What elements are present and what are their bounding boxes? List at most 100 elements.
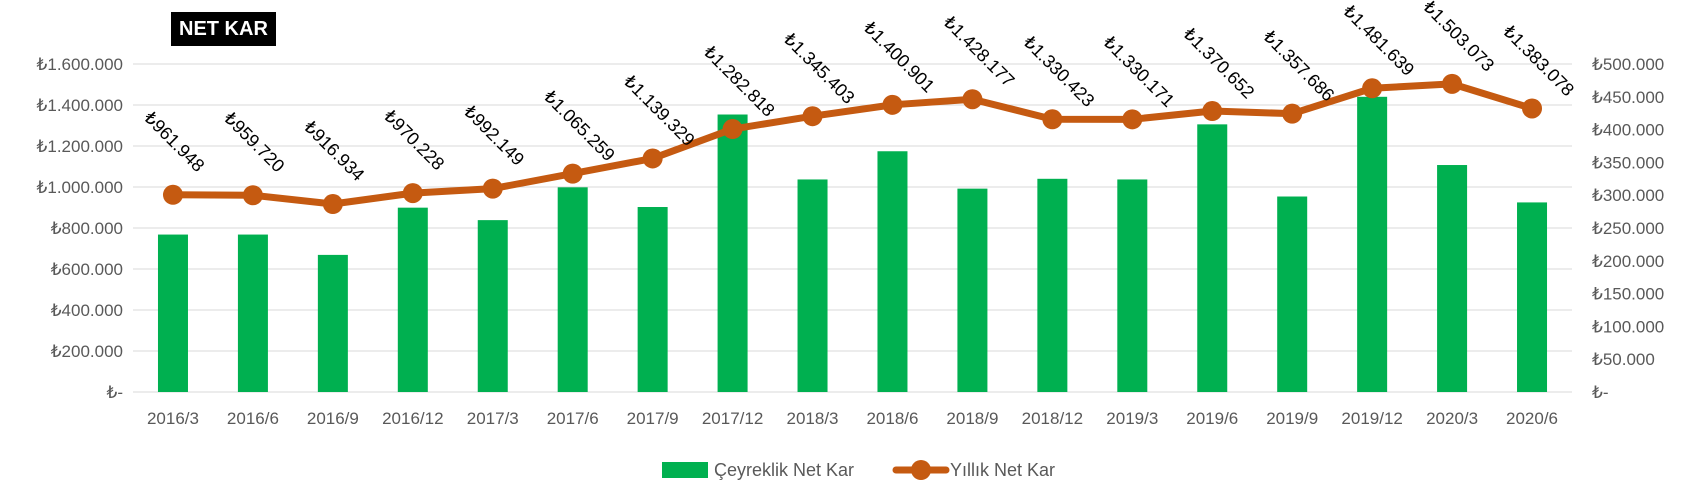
- data-label: ₺1.065.259: [540, 86, 619, 165]
- y-left-tick-label: ₺400.000: [51, 301, 123, 320]
- y-right-tick-label: ₺300.000: [1592, 186, 1664, 205]
- y-right-tick-label: ₺100.000: [1592, 317, 1664, 336]
- x-tick-label: 2019/12: [1341, 409, 1402, 428]
- bar: [957, 188, 988, 392]
- bar: [557, 187, 588, 392]
- x-tick-label: 2017/3: [467, 409, 519, 428]
- line-point: [722, 119, 743, 140]
- data-label: ₺1.357.686: [1259, 26, 1338, 105]
- x-tick-label: 2016/6: [227, 409, 279, 428]
- data-label: ₺1.139.329: [620, 71, 699, 150]
- line-point: [1202, 101, 1223, 122]
- line-point: [802, 106, 823, 127]
- data-label: ₺1.345.403: [780, 29, 859, 108]
- bar-series: [157, 96, 1548, 393]
- bar: [1277, 196, 1308, 392]
- bar: [1437, 165, 1468, 392]
- x-tick-label: 2020/6: [1506, 409, 1558, 428]
- line-point: [642, 148, 663, 169]
- line-point: [1282, 103, 1303, 124]
- x-tick-label: 2017/9: [627, 409, 679, 428]
- bar: [1117, 179, 1148, 392]
- y-right-tick-label: ₺150.000: [1592, 285, 1664, 304]
- bar: [477, 220, 508, 392]
- x-tick-label: 2016/9: [307, 409, 359, 428]
- data-label: ₺959.720: [220, 108, 288, 176]
- y-right-tick-label: ₺200.000: [1592, 252, 1664, 271]
- bar: [237, 234, 268, 392]
- bar: [717, 114, 748, 393]
- x-tick-label: 2019/9: [1266, 409, 1318, 428]
- data-label: ₺970.228: [380, 106, 448, 174]
- legend-label-bars: Çeyreklik Net Kar: [714, 460, 854, 480]
- data-label: ₺916.934: [300, 117, 368, 185]
- line-point: [962, 89, 983, 110]
- data-label: ₺1.383.078: [1499, 21, 1578, 100]
- line-point: [882, 94, 903, 115]
- legend-line-marker: [911, 460, 931, 480]
- x-tick-label: 2020/3: [1426, 409, 1478, 428]
- bar: [157, 234, 188, 392]
- line-point: [1042, 109, 1063, 130]
- bar: [877, 151, 908, 392]
- bar: [1357, 96, 1388, 393]
- line-point: [482, 178, 503, 199]
- data-label: ₺1.282.818: [700, 42, 779, 121]
- x-tick-label: 2019/6: [1186, 409, 1238, 428]
- legend-label-line: Yıllık Net Kar: [950, 460, 1055, 480]
- chart-title: NET KAR: [171, 12, 276, 46]
- y-right-tick-label: ₺350.000: [1592, 153, 1664, 172]
- line-point: [1122, 109, 1143, 130]
- y-right-tick-label: ₺250.000: [1592, 219, 1664, 238]
- line-point: [1442, 73, 1463, 94]
- y-left-tick-label: ₺600.000: [51, 260, 123, 279]
- bar: [797, 179, 828, 392]
- x-tick-label: 2018/12: [1022, 409, 1083, 428]
- data-label: ₺961.948: [140, 107, 208, 175]
- bar: [1037, 178, 1068, 392]
- x-tick-label: 2018/9: [946, 409, 998, 428]
- x-tick-label: 2016/12: [382, 409, 443, 428]
- legend: Çeyreklik Net Kar Yıllık Net Kar: [662, 460, 1055, 480]
- x-tick-label: 2017/12: [702, 409, 763, 428]
- bar: [637, 207, 668, 392]
- y-right-tick-label: ₺-: [1592, 383, 1608, 402]
- y-left-tick-label: ₺1.000.000: [37, 178, 123, 197]
- y-left-tick-label: ₺-: [107, 383, 123, 402]
- bar: [1197, 124, 1228, 393]
- x-tick-label: 2018/6: [866, 409, 918, 428]
- line-point: [562, 163, 583, 184]
- axis-labels: ₺- ₺200.000 ₺400.000 ₺600.000 ₺800.000 ₺1.000…: [37, 55, 1665, 428]
- series-line: [169, 80, 1536, 208]
- y-left-tick-label: ₺1.400.000: [37, 96, 123, 115]
- y-right-tick-label: ₺50.000: [1592, 350, 1655, 369]
- data-label: ₺1.370.652: [1179, 24, 1258, 103]
- x-tick-label: 2016/3: [147, 409, 199, 428]
- y-left-tick-label: ₺800.000: [51, 219, 123, 238]
- gridlines: [133, 63, 1572, 393]
- y-right-tick-label: ₺450.000: [1592, 88, 1664, 107]
- bar: [1517, 202, 1548, 392]
- data-label: ₺992.149: [460, 101, 528, 169]
- bar: [317, 254, 348, 392]
- line-point: [1362, 78, 1383, 99]
- data-label: ₺1.481.639: [1339, 1, 1418, 80]
- x-tick-label: 2018/3: [787, 409, 839, 428]
- line-series: [162, 73, 1543, 215]
- x-tick-label: 2019/3: [1106, 409, 1158, 428]
- y-left-tick-label: ₺200.000: [51, 342, 123, 361]
- legend-bar-swatch: [662, 462, 708, 478]
- line-point: [1522, 98, 1543, 119]
- bar: [397, 207, 428, 392]
- line-point: [322, 194, 343, 215]
- data-label: ₺1.400.901: [860, 18, 939, 97]
- data-label: ₺1.330.171: [1099, 32, 1178, 111]
- y-right-tick-label: ₺400.000: [1592, 121, 1664, 140]
- y-left-tick-label: ₺1.600.000: [37, 55, 123, 74]
- data-label: ₺1.428.177: [940, 12, 1019, 91]
- line-point: [162, 184, 183, 205]
- line-point: [402, 183, 423, 204]
- x-tick-label: 2017/6: [547, 409, 599, 428]
